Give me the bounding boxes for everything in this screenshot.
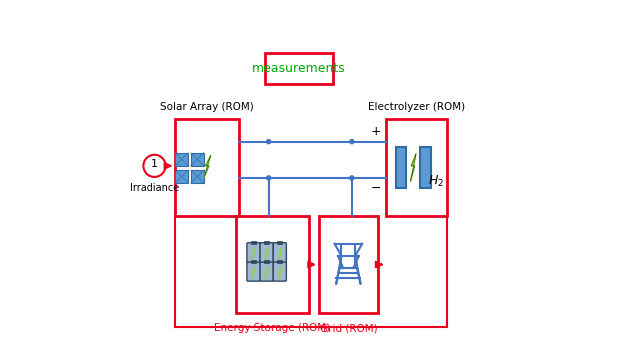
FancyBboxPatch shape bbox=[175, 170, 188, 183]
FancyBboxPatch shape bbox=[175, 119, 239, 216]
FancyBboxPatch shape bbox=[278, 260, 282, 263]
FancyBboxPatch shape bbox=[191, 153, 204, 166]
FancyBboxPatch shape bbox=[420, 147, 431, 188]
FancyBboxPatch shape bbox=[319, 216, 378, 313]
FancyBboxPatch shape bbox=[260, 262, 273, 281]
FancyBboxPatch shape bbox=[236, 216, 308, 313]
Text: Electrolyzer (ROM): Electrolyzer (ROM) bbox=[368, 102, 466, 112]
Polygon shape bbox=[265, 267, 268, 279]
Circle shape bbox=[349, 176, 354, 180]
FancyBboxPatch shape bbox=[386, 119, 447, 216]
Text: Solar Array (ROM): Solar Array (ROM) bbox=[160, 102, 254, 112]
FancyBboxPatch shape bbox=[278, 241, 282, 244]
Circle shape bbox=[144, 155, 165, 177]
FancyBboxPatch shape bbox=[251, 241, 256, 244]
Polygon shape bbox=[251, 248, 255, 259]
Circle shape bbox=[349, 140, 354, 144]
Text: Grid (ROM): Grid (ROM) bbox=[319, 324, 377, 333]
FancyBboxPatch shape bbox=[191, 170, 204, 183]
Text: Energy Storage (ROM): Energy Storage (ROM) bbox=[214, 324, 330, 333]
FancyBboxPatch shape bbox=[273, 243, 286, 262]
Polygon shape bbox=[278, 267, 281, 279]
Text: 1: 1 bbox=[151, 159, 158, 169]
FancyBboxPatch shape bbox=[264, 260, 269, 263]
Polygon shape bbox=[278, 248, 281, 259]
FancyBboxPatch shape bbox=[247, 243, 260, 262]
Text: measurements: measurements bbox=[252, 62, 346, 75]
FancyBboxPatch shape bbox=[273, 262, 286, 281]
FancyBboxPatch shape bbox=[247, 262, 260, 281]
Polygon shape bbox=[265, 248, 268, 259]
FancyBboxPatch shape bbox=[396, 147, 406, 188]
FancyBboxPatch shape bbox=[251, 260, 256, 263]
Circle shape bbox=[266, 176, 271, 180]
Text: +: + bbox=[371, 125, 381, 138]
FancyBboxPatch shape bbox=[260, 243, 273, 262]
Polygon shape bbox=[204, 155, 211, 178]
Text: Irradiance: Irradiance bbox=[130, 183, 179, 193]
Polygon shape bbox=[411, 154, 416, 181]
Circle shape bbox=[266, 140, 271, 144]
Text: −: − bbox=[371, 181, 381, 194]
Polygon shape bbox=[251, 267, 255, 279]
FancyBboxPatch shape bbox=[264, 241, 269, 244]
FancyBboxPatch shape bbox=[175, 153, 188, 166]
Text: $H_2$: $H_2$ bbox=[428, 174, 444, 189]
FancyBboxPatch shape bbox=[265, 53, 333, 84]
